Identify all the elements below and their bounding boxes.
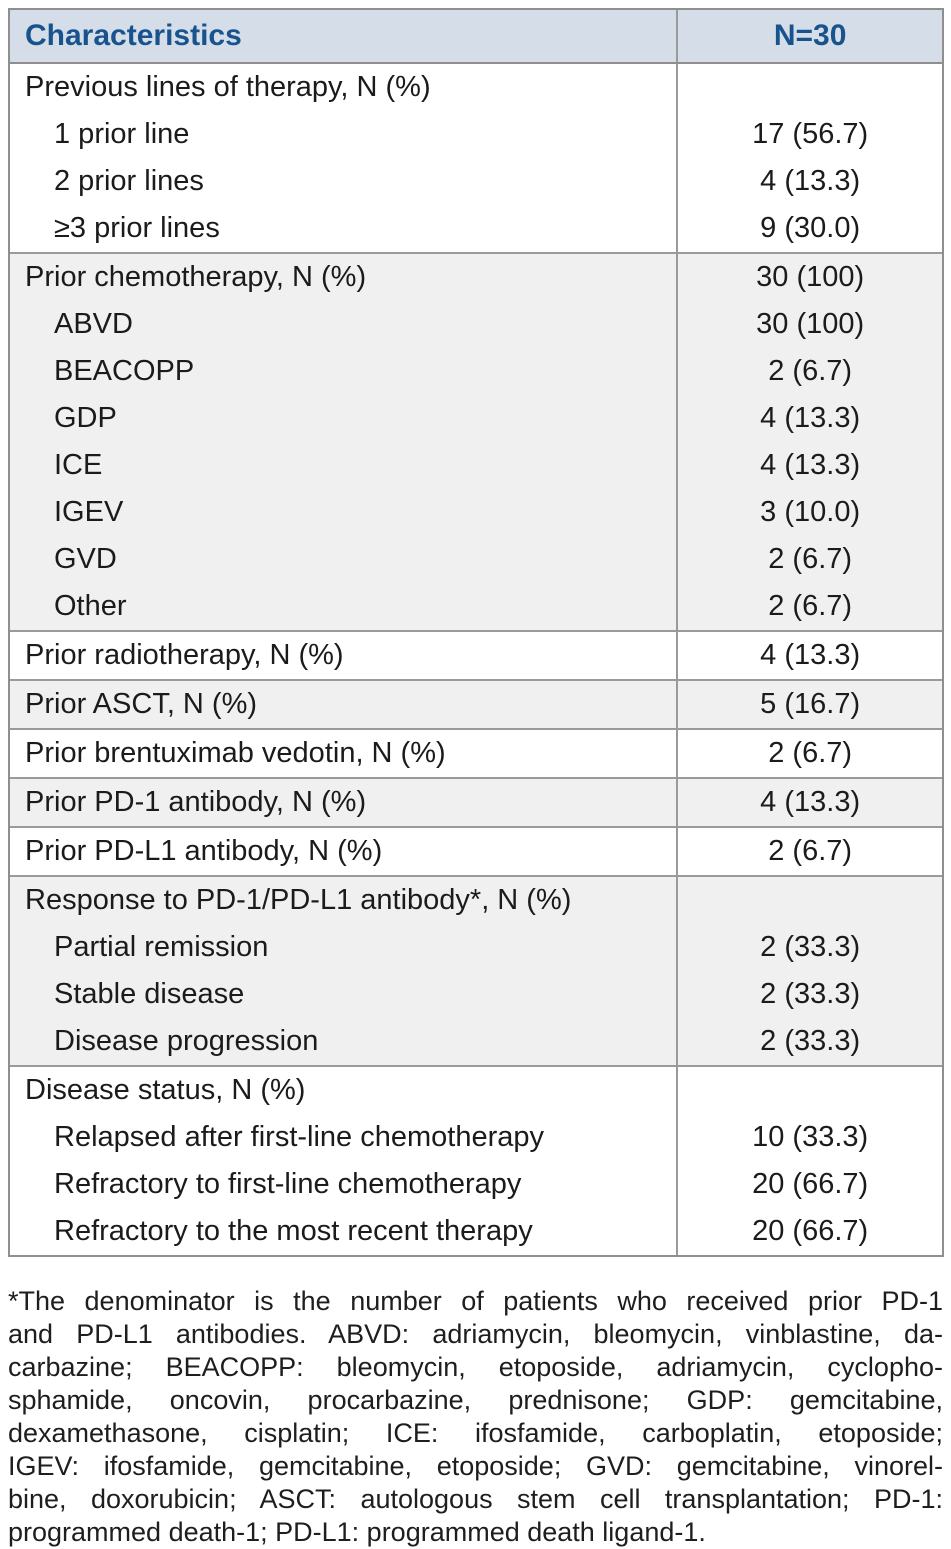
footnote-line: *The denominator is the number of patien… <box>8 1286 943 1316</box>
table-body: Previous lines of therapy, N (%) 1 prior … <box>10 63 942 1255</box>
table-row: GDP 4 (13.3) <box>10 395 942 442</box>
row-label: Prior PD-L1 antibody, N (%) <box>10 826 678 876</box>
footnote-line: IGEV: ifosfamide, gemcitabine, etoposide… <box>8 1451 943 1481</box>
table-row: ABVD 30 (100) <box>10 301 942 348</box>
row-value: 9 (30.0) <box>676 205 942 253</box>
row-value: 4 (13.3) <box>676 630 942 680</box>
row-value <box>676 1065 942 1114</box>
row-value: 17 (56.7) <box>676 111 942 158</box>
row-value <box>676 63 942 111</box>
row-label: Disease progression <box>10 1018 678 1066</box>
row-label: Refractory to the most recent therapy <box>54 1215 533 1247</box>
footnote-line: bine, doxorubicin; ASCT: autologous stem… <box>8 1484 943 1514</box>
table-row: Stable disease 2 (33.3) <box>10 971 942 1018</box>
row-value: 30 (100) <box>676 252 942 301</box>
table-row: Previous lines of therapy, N (%) <box>10 63 942 111</box>
table-row: Prior PD-1 antibody, N (%) 4 (13.3) <box>10 777 942 827</box>
row-value: 4 (13.3) <box>676 442 942 489</box>
table-row: GVD 2 (6.7) <box>10 536 942 583</box>
row-value: 4 (13.3) <box>676 395 942 442</box>
row-value: 2 (33.3) <box>676 1018 942 1066</box>
row-label: Other <box>10 583 678 631</box>
table-row: Prior ASCT, N (%) 5 (16.7) <box>10 679 942 729</box>
row-label: Stable disease <box>10 971 678 1018</box>
table-row: Relapsed after first-line chemotherapy 10… <box>10 1114 942 1161</box>
header-characteristics: Characteristics <box>10 10 678 64</box>
row-label: GVD <box>10 536 678 583</box>
row-value: 5 (16.7) <box>676 679 942 729</box>
table-row: Refractory to first-line chemotherapy 20 … <box>10 1161 942 1208</box>
row-value: 2 (6.7) <box>676 826 942 876</box>
row-value <box>676 875 942 924</box>
row-label: Prior radiotherapy, N (%) <box>10 630 678 680</box>
row-label: ABVD <box>10 301 678 348</box>
table-row: Refractory to the most recent therapy 20 … <box>10 1208 942 1255</box>
table-row: Prior brentuximab vedotin, N (%) 2 (6.7) <box>10 728 942 778</box>
row-label: GDP <box>10 395 678 442</box>
table-row: Disease status, N (%) <box>10 1065 942 1114</box>
footnote-line: dexamethasone, cisplatin; ICE: ifosfamid… <box>8 1418 943 1448</box>
row-label: IGEV <box>10 489 678 536</box>
row-value: 20 (66.7) <box>676 1161 942 1208</box>
row-value: 30 (100) <box>676 301 942 348</box>
header-row: Characteristics N=30 <box>10 10 942 64</box>
row-label: Refractory to first-line chemotherapy <box>54 1168 522 1200</box>
row-value: 10 (33.3) <box>676 1114 942 1161</box>
table-row: Prior radiotherapy, N (%) 4 (13.3) <box>10 630 942 680</box>
row-value: 2 (6.7) <box>676 348 942 395</box>
row-value: 2 (33.3) <box>676 924 942 971</box>
row-label: Prior ASCT, N (%) <box>10 679 678 729</box>
row-value: 4 (13.3) <box>676 158 942 205</box>
row-label: ≥3 prior lines <box>54 212 220 244</box>
row-label: Partial remission <box>10 924 678 971</box>
footnote-line: carbazine; BEACOPP: bleomycin, etoposide… <box>8 1352 943 1382</box>
row-value: 2 (6.7) <box>676 583 942 631</box>
row-value: 2 (33.3) <box>676 971 942 1018</box>
table-row: ≥3 prior lines 9 (30.0) <box>10 205 942 253</box>
row-value: 4 (13.3) <box>676 777 942 827</box>
row-label: Prior brentuximab vedotin, N (%) <box>10 728 678 778</box>
row-label: Prior PD-1 antibody, N (%) <box>10 777 678 827</box>
table-row: Prior chemotherapy, N (%) 30 (100) <box>10 252 942 301</box>
table-row: Other 2 (6.7) <box>10 583 942 631</box>
row-value: 2 (6.7) <box>676 728 942 778</box>
row-value: 20 (66.7) <box>676 1208 942 1255</box>
table-row: ICE 4 (13.3) <box>10 442 942 489</box>
footnote-line: programmed death-1; PD-L1: programmed de… <box>8 1517 706 1547</box>
table-row: Disease progression 2 (33.3) <box>10 1018 942 1066</box>
characteristics-table-container: Characteristics N=30 Previous lines of t… <box>8 8 944 1257</box>
table-row: Partial remission 2 (33.3) <box>10 924 942 971</box>
row-value: 2 (6.7) <box>676 536 942 583</box>
row-label: 2 prior lines <box>54 165 204 197</box>
table-row: 1 prior line 17 (56.7) <box>10 111 942 158</box>
characteristics-table: Characteristics N=30 Previous lines of t… <box>10 10 942 1255</box>
row-label: Disease status, N (%) <box>10 1065 678 1114</box>
header-n30: N=30 <box>676 10 942 64</box>
row-label: ICE <box>10 442 678 489</box>
table-row: BEACOPP 2 (6.7) <box>10 348 942 395</box>
table-row: Prior PD-L1 antibody, N (%) 2 (6.7) <box>10 826 942 876</box>
row-label: Response to PD-1/PD-L1 antibody*, N (%) <box>10 875 678 924</box>
table-header: Characteristics N=30 <box>10 10 942 64</box>
footnote-line: sphamide, oncovin, procarbazine, prednis… <box>8 1385 943 1415</box>
table-row: 2 prior lines 4 (13.3) <box>10 158 942 205</box>
row-value: 3 (10.0) <box>676 489 942 536</box>
row-label: Previous lines of therapy, N (%) <box>25 71 431 103</box>
row-label: BEACOPP <box>10 348 678 395</box>
footnote: *The denominator is the number of patien… <box>8 1285 943 1549</box>
row-label: Prior chemotherapy, N (%) <box>10 252 678 301</box>
row-label: 1 prior line <box>54 118 190 150</box>
row-label: Relapsed after first-line chemotherapy <box>54 1121 545 1153</box>
footnote-line: and PD-L1 antibodies. ABVD: adriamycin, … <box>8 1319 943 1349</box>
table-row: Response to PD-1/PD-L1 antibody*, N (%) <box>10 875 942 924</box>
table-row: IGEV 3 (10.0) <box>10 489 942 536</box>
